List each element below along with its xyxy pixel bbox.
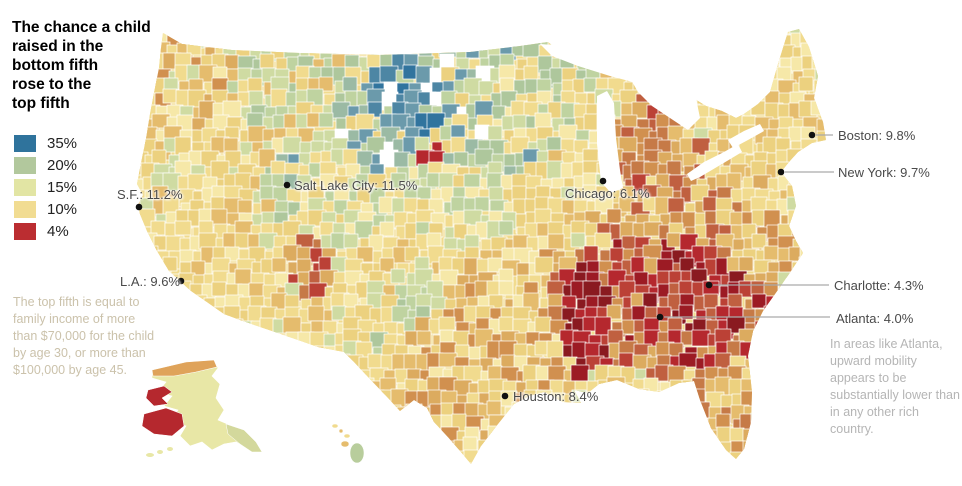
city-dot-saltlakecity[interactable]: [283, 181, 291, 189]
legend-swatch-red: [14, 223, 36, 240]
hawaii-inset: [331, 423, 365, 464]
city-dot-la[interactable]: [177, 277, 185, 285]
great-lake: [728, 124, 764, 148]
mainland-counties: [137, 29, 826, 464]
city-label-houston: Houston: 8.4%: [513, 389, 599, 404]
city-label-la: L.A.: 9.6%: [120, 274, 180, 289]
city-label-slc: Salt Lake City: 11.5%: [294, 178, 418, 193]
title-line: The chance a child: [12, 19, 151, 36]
legend-item-35: 35%: [14, 133, 77, 154]
city-label-sf: S.F.: 11.2%: [117, 187, 183, 202]
color-legend: 35% 20% 15% 10% 4%: [14, 133, 77, 243]
alaska-inset: [141, 359, 263, 457]
city-dot-boston[interactable]: [808, 131, 816, 139]
great-lake: [630, 68, 700, 130]
legend-label: 20%: [47, 157, 78, 174]
city-dot-chicago[interactable]: [599, 177, 607, 185]
legend-swatch-yellowgreen: [14, 179, 36, 196]
city-label-chicago: Chicago: 6.1%: [565, 186, 650, 201]
legend-label: 10%: [47, 201, 78, 218]
city-label-atlanta: Atlanta: 4.0%: [836, 311, 914, 326]
legend-swatch-blue: [14, 135, 36, 152]
legend-swatch-green: [14, 157, 36, 174]
city-label-newyork: New York: 9.7%: [838, 165, 930, 180]
great-lake: [597, 91, 623, 193]
legend-label: 15%: [47, 179, 78, 196]
city-label-boston: Boston: 9.8%: [838, 128, 916, 143]
title-line: bottom fifth: [12, 57, 99, 74]
legend-item-10: 10%: [14, 199, 77, 220]
footnote-income-definition: The top fifth is equal to family income …: [13, 295, 155, 377]
city-dot-newyork[interactable]: [777, 168, 785, 176]
title-line: top fifth: [12, 95, 70, 112]
great-lake: [540, 44, 664, 84]
city-dot-atlanta[interactable]: [656, 313, 664, 321]
title-line: raised in the: [12, 38, 104, 55]
city-dot-houston[interactable]: [501, 392, 509, 400]
legend-item-20: 20%: [14, 155, 77, 176]
legend-label: 4%: [47, 223, 69, 240]
city-dot-sf[interactable]: [135, 203, 143, 211]
legend-item-15: 15%: [14, 177, 77, 198]
legend-label: 35%: [47, 135, 78, 152]
city-dot-charlotte[interactable]: [705, 281, 713, 289]
great-lake: [687, 144, 742, 181]
legend-swatch-yellow: [14, 201, 36, 218]
annotation-atlanta: In areas like Atlanta, upward mobility a…: [830, 337, 960, 436]
legend-item-4: 4%: [14, 221, 77, 242]
title-line: rose to the: [12, 76, 92, 93]
page-title: The chance a child raised in the bottom …: [12, 18, 192, 113]
city-label-charlotte: Charlotte: 4.3%: [834, 278, 924, 293]
